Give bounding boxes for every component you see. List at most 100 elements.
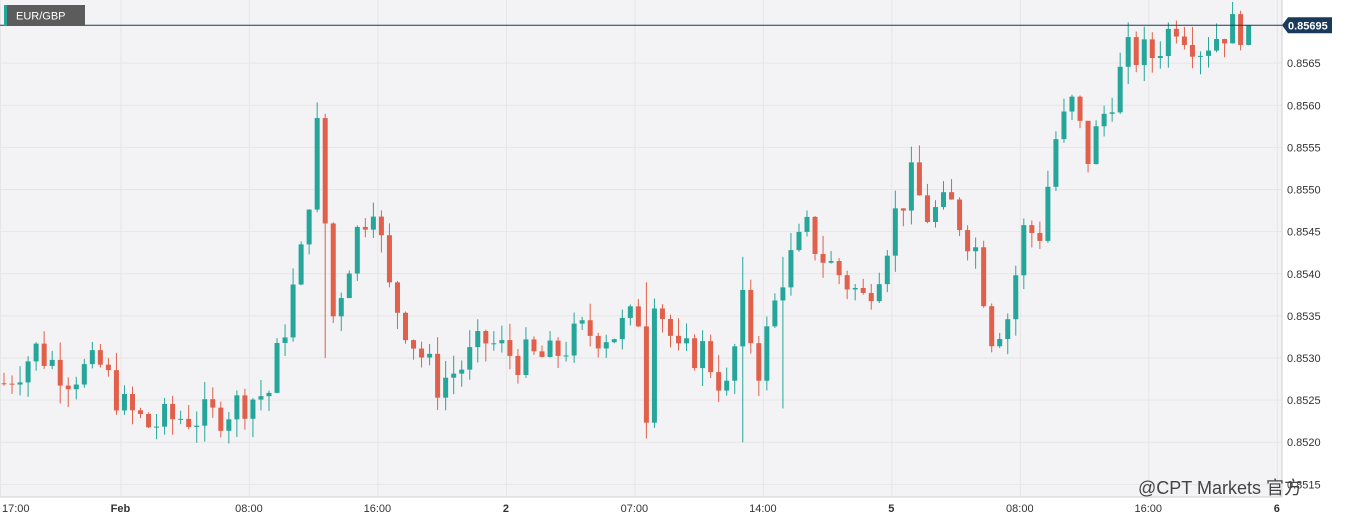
candle: [178, 410, 184, 425]
candle: [932, 200, 938, 228]
candle-body: [282, 337, 288, 343]
candle-body: [989, 306, 995, 347]
candle: [370, 202, 376, 238]
candle-body: [1005, 319, 1011, 339]
candle-body: [997, 338, 1003, 347]
candle-body: [1238, 14, 1244, 45]
candle: [1157, 41, 1163, 69]
candle: [957, 197, 963, 237]
candle-body: [1029, 225, 1035, 233]
candle-body: [684, 338, 690, 344]
candle-body: [346, 273, 352, 299]
candle: [1037, 221, 1043, 249]
candle: [435, 337, 441, 410]
candle-body: [603, 342, 609, 349]
candle-body: [226, 419, 232, 431]
candle: [459, 360, 465, 387]
candle-body: [1077, 96, 1083, 121]
x-tick-label: 14:00: [749, 503, 777, 515]
x-tick-label: 17:00: [2, 503, 30, 515]
candle-body: [250, 399, 256, 419]
y-tick-label: 0.8520: [1287, 437, 1321, 449]
candle: [1061, 98, 1067, 143]
symbol-badge-accent: [4, 5, 7, 26]
candle: [1005, 313, 1011, 355]
candle: [1085, 120, 1091, 173]
symbol-label: EUR/GBP: [16, 11, 66, 23]
candle-body: [202, 399, 208, 426]
candle-body: [772, 300, 778, 327]
candle: [1238, 10, 1244, 51]
candle: [97, 344, 103, 368]
candle: [764, 316, 770, 391]
candle-body: [1157, 56, 1163, 59]
candle-body: [467, 347, 473, 370]
candle-body: [499, 340, 505, 344]
candle: [603, 334, 609, 358]
candle: [386, 223, 392, 288]
candle: [579, 316, 585, 330]
candle-body: [860, 287, 866, 293]
symbol-badge[interactable]: EUR/GBP: [4, 5, 85, 26]
candle-body: [394, 282, 400, 313]
candle: [49, 350, 55, 370]
candle-body: [370, 216, 376, 230]
candle: [1206, 37, 1211, 68]
candle: [844, 270, 850, 300]
candle-body: [539, 351, 545, 357]
candle: [346, 270, 352, 299]
candle-body: [627, 306, 633, 318]
candle: [700, 330, 706, 386]
candle-body: [981, 247, 987, 307]
y-tick-label: 0.8515: [1287, 479, 1321, 491]
candle: [258, 380, 264, 411]
candle-body: [643, 326, 649, 423]
candle: [266, 390, 272, 411]
candle: [1093, 120, 1099, 165]
candle: [419, 341, 425, 368]
candle: [547, 331, 553, 358]
candle-body: [435, 353, 441, 398]
candle: [941, 181, 947, 210]
candle-body: [1189, 45, 1195, 57]
candle: [820, 235, 826, 278]
x-tick-label: 08:00: [1006, 503, 1034, 515]
candle-body: [708, 341, 714, 373]
candle: [684, 323, 690, 351]
candle: [1125, 22, 1131, 85]
candle: [9, 375, 15, 394]
x-tick-label: 6: [1274, 503, 1280, 515]
candle: [1214, 23, 1220, 53]
candle: [1029, 220, 1035, 248]
candle-body: [314, 118, 320, 210]
candle-body: [1101, 113, 1107, 127]
candle-body: [1173, 28, 1179, 37]
candle-body: [154, 426, 160, 428]
candle-body: [507, 340, 513, 356]
candle-body: [1037, 232, 1043, 241]
candle-body: [1133, 37, 1139, 66]
candle-body: [1125, 37, 1131, 67]
candle: [748, 279, 754, 354]
candle-body: [764, 326, 770, 381]
candle: [1246, 25, 1252, 46]
candle: [17, 366, 23, 396]
candle-body: [812, 216, 818, 255]
candle: [555, 337, 561, 369]
candle: [306, 209, 312, 255]
candle-body: [692, 338, 698, 369]
candle: [1149, 32, 1155, 73]
x-tick-label: 16:00: [364, 503, 392, 515]
candle: [1189, 26, 1195, 69]
candle-body: [1085, 120, 1091, 165]
candle: [949, 179, 955, 200]
candle-body: [1093, 126, 1099, 165]
candle-body: [916, 162, 922, 196]
candle: [41, 331, 47, 369]
candle-body: [748, 289, 754, 344]
plot-area[interactable]: [0, 0, 1282, 497]
price-tag-shape: [1282, 17, 1332, 34]
candle-body: [403, 312, 408, 341]
candle-body: [1021, 225, 1027, 276]
candle-body: [932, 207, 938, 223]
